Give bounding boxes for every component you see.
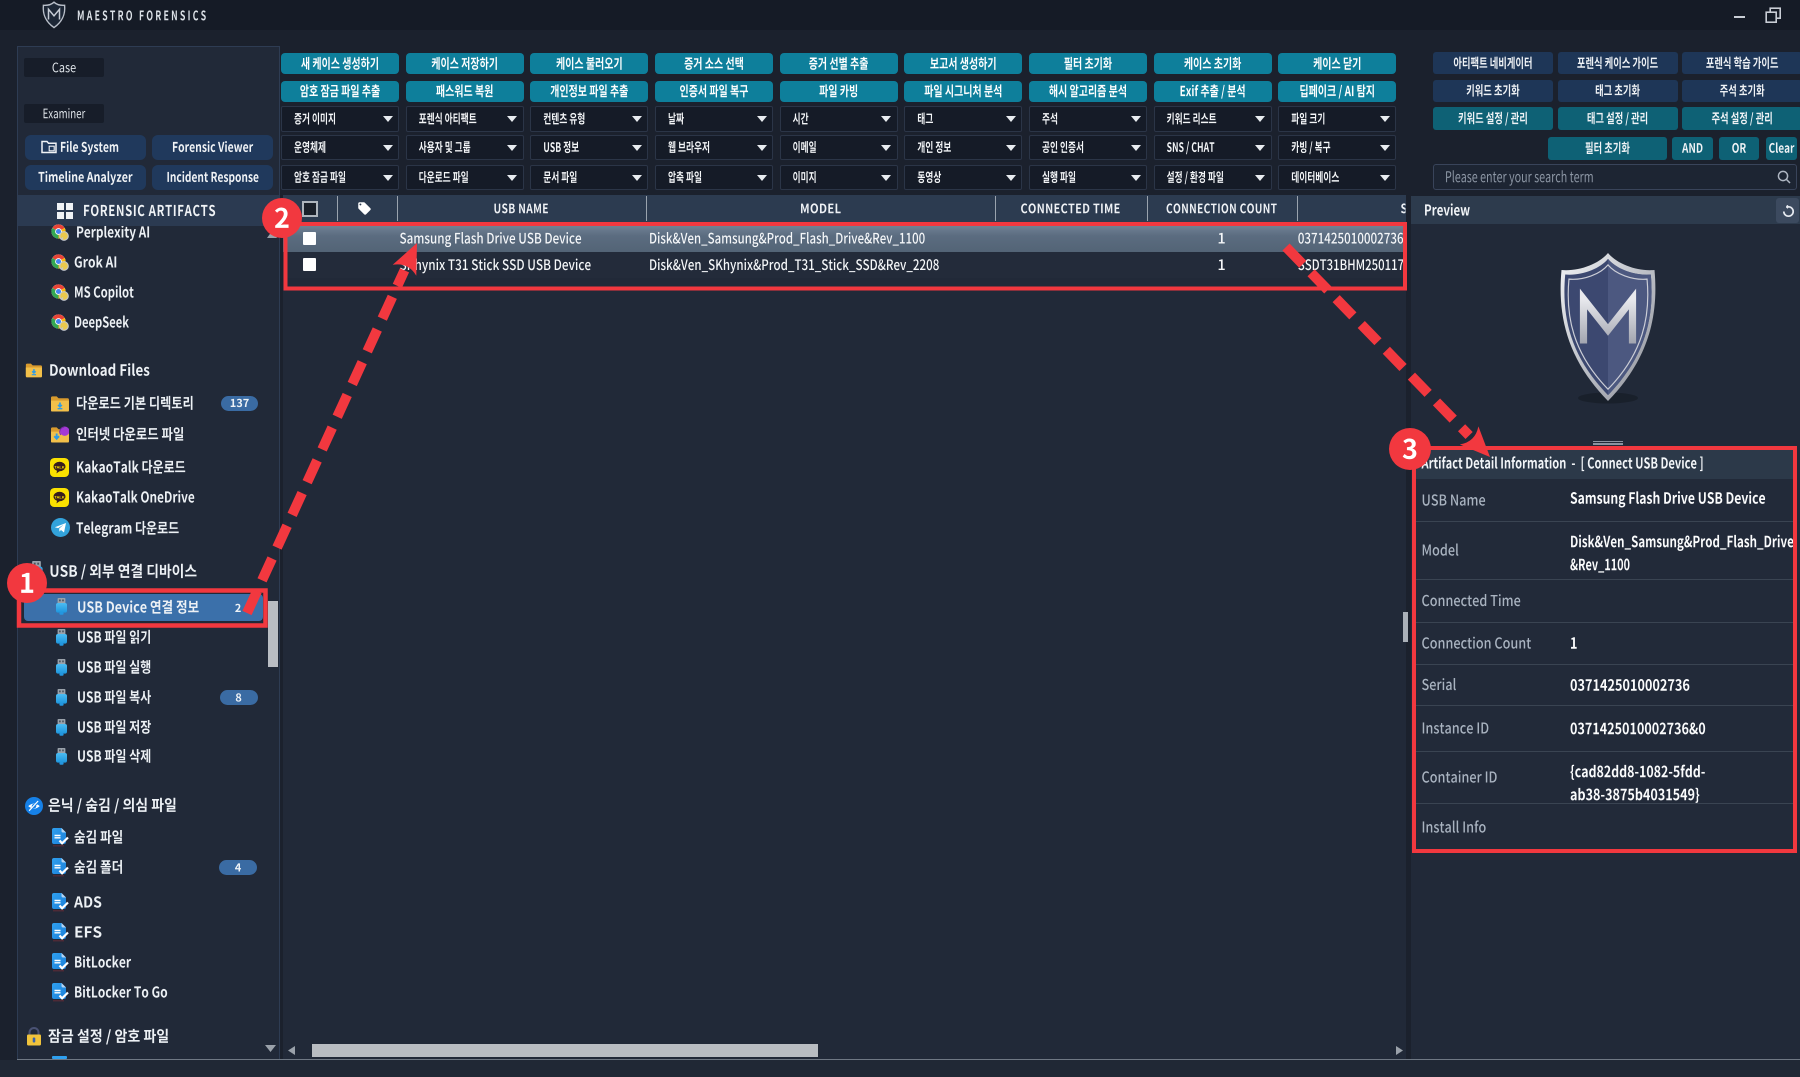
svg-text:TALK: TALK: [54, 464, 64, 469]
svg-text:TALK: TALK: [54, 494, 64, 499]
